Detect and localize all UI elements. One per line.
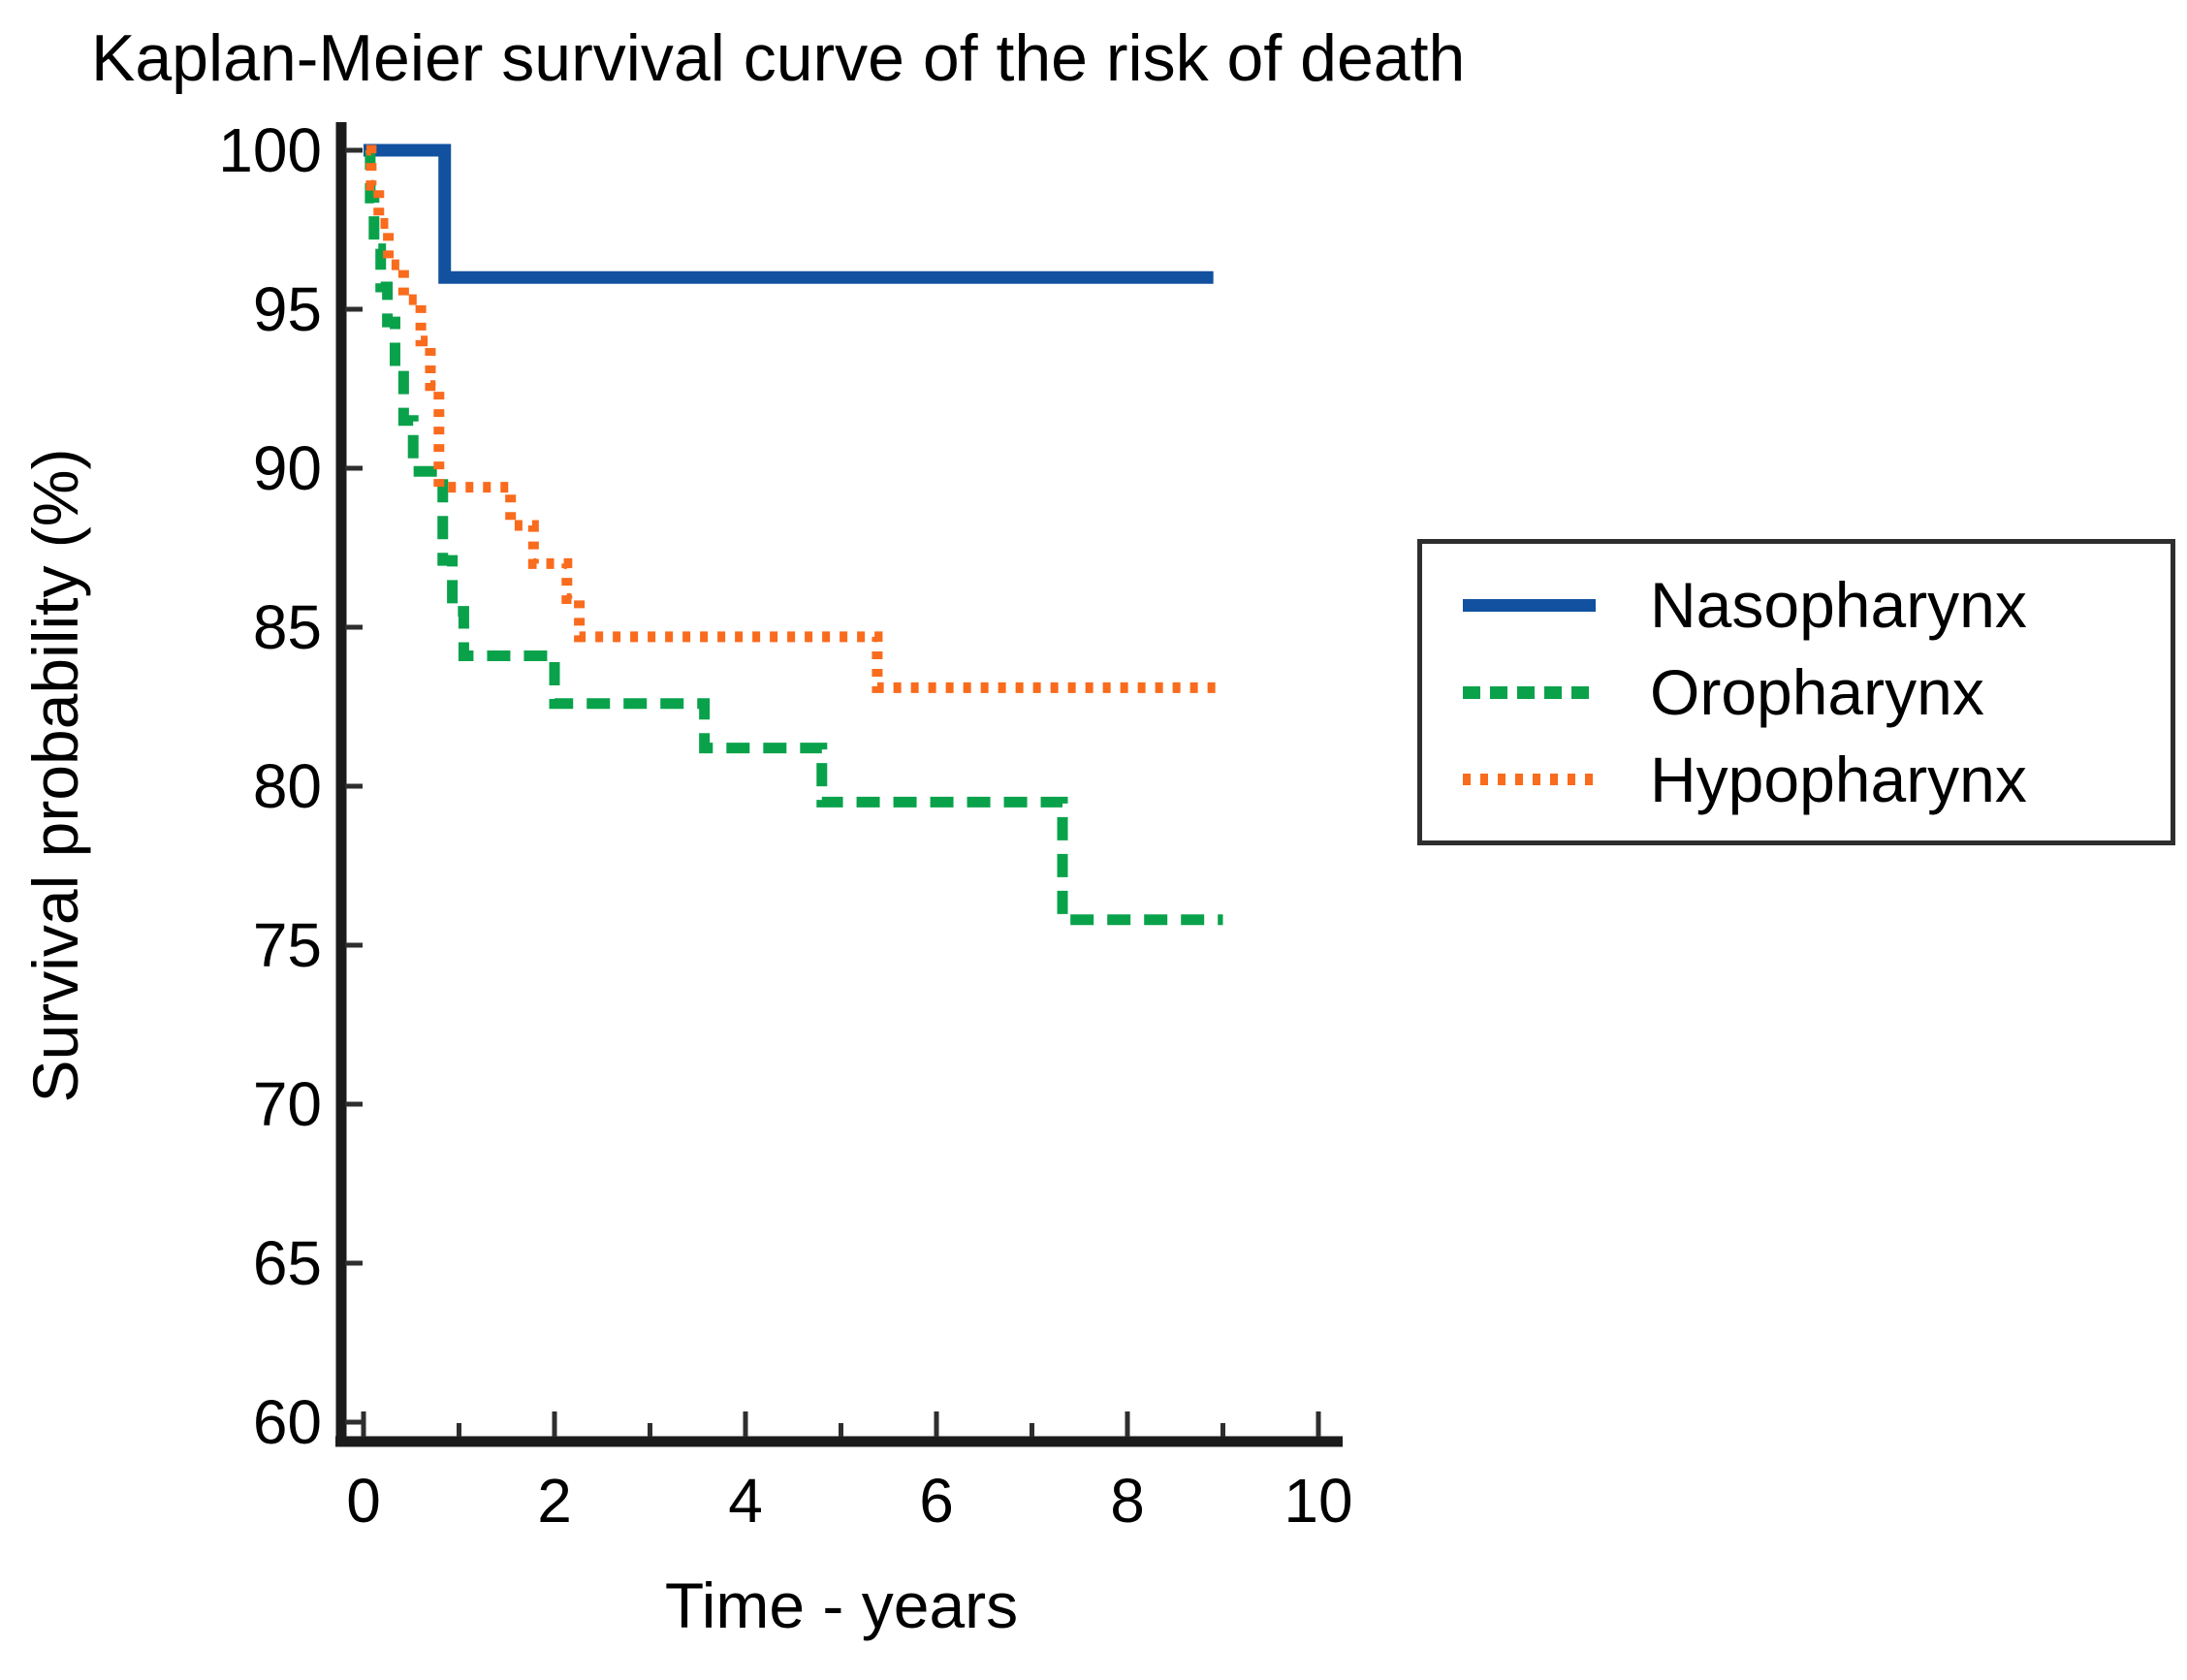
y-tick-label: 85 <box>252 592 322 662</box>
legend-line-sample-solid <box>1463 598 1596 612</box>
y-tick-label: 100 <box>218 115 322 185</box>
y-tick-label: 65 <box>252 1228 322 1298</box>
curve-oropharynx <box>364 144 1223 926</box>
x-tick-label: 4 <box>728 1466 763 1536</box>
y-tick-label: 95 <box>252 274 322 344</box>
x-axis-title: Time - years <box>664 1569 1019 1641</box>
y-tick-label: 80 <box>252 751 322 821</box>
chart-title: Kaplan-Meier survival curve of the risk … <box>91 21 1466 95</box>
x-tick-label: 6 <box>919 1466 954 1536</box>
legend-line-sample-dotted <box>1463 774 1596 785</box>
x-tick-label: 0 <box>346 1466 381 1536</box>
legend-item-hypopharynx: Hypopharynx <box>1463 743 2171 816</box>
x-tick-label: 8 <box>1110 1466 1145 1536</box>
y-tick-label: 70 <box>252 1069 322 1139</box>
legend-label: Hypopharynx <box>1650 744 2027 815</box>
legend-item-nasopharynx: Nasopharynx <box>1463 568 2171 642</box>
y-tick-label: 75 <box>252 910 322 980</box>
y-tick-label: 90 <box>252 433 322 503</box>
legend-label: Oropharynx <box>1650 656 1984 728</box>
legend-item-oropharynx: Oropharynx <box>1463 655 2171 729</box>
legend: Nasopharynx Oropharynx Hypopharynx <box>1417 539 2175 845</box>
x-tick-label: 2 <box>537 1466 572 1536</box>
curve-nasopharynx <box>364 143 1214 284</box>
y-tick-label: 60 <box>252 1387 322 1457</box>
x-tick-label: 10 <box>1284 1466 1353 1536</box>
curve-hypopharynx <box>365 144 1223 693</box>
legend-label: Nasopharynx <box>1650 569 2027 641</box>
legend-line-sample-dashed <box>1463 685 1596 699</box>
